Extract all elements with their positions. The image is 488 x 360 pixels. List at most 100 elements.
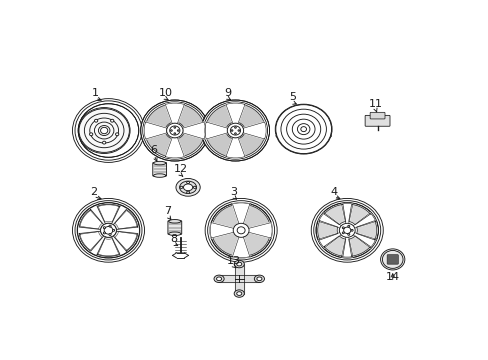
Text: 13: 13 [226,256,240,266]
Text: 3: 3 [229,186,237,197]
Polygon shape [234,104,265,131]
Ellipse shape [109,234,111,235]
Polygon shape [174,104,204,131]
Ellipse shape [101,127,107,134]
Ellipse shape [109,225,111,227]
Ellipse shape [141,100,208,161]
Ellipse shape [168,220,181,223]
Polygon shape [165,138,184,158]
Ellipse shape [110,119,114,122]
Text: 4: 4 [330,186,337,197]
Ellipse shape [216,277,221,281]
Ellipse shape [236,292,241,296]
Polygon shape [115,211,137,229]
Ellipse shape [169,126,180,135]
Ellipse shape [237,227,244,234]
FancyBboxPatch shape [167,221,182,234]
Text: 5: 5 [288,92,295,102]
Polygon shape [238,204,270,232]
Ellipse shape [186,181,189,184]
Text: 6: 6 [150,145,157,155]
Ellipse shape [201,100,269,161]
Polygon shape [234,130,265,157]
Ellipse shape [234,133,236,134]
Polygon shape [348,236,369,256]
Text: 8: 8 [170,234,177,244]
Ellipse shape [179,181,196,194]
Polygon shape [97,204,120,224]
Ellipse shape [350,229,352,231]
Ellipse shape [177,130,179,131]
Polygon shape [225,138,244,158]
Polygon shape [211,204,243,232]
Ellipse shape [236,262,241,266]
Polygon shape [317,221,337,240]
Ellipse shape [238,130,239,131]
Ellipse shape [343,227,350,234]
Polygon shape [234,264,244,279]
Polygon shape [238,228,270,256]
Ellipse shape [234,260,244,268]
Ellipse shape [233,223,248,237]
Polygon shape [144,122,167,139]
Text: 10: 10 [158,88,172,98]
Ellipse shape [234,290,244,297]
Polygon shape [144,104,175,131]
Ellipse shape [103,232,105,234]
Ellipse shape [230,126,240,135]
Polygon shape [165,103,184,123]
Polygon shape [225,103,244,123]
Polygon shape [205,130,236,157]
Ellipse shape [180,186,183,188]
Ellipse shape [112,229,114,231]
Ellipse shape [339,223,354,237]
Ellipse shape [203,102,267,159]
Ellipse shape [316,203,377,258]
Ellipse shape [342,227,344,229]
Ellipse shape [347,234,349,235]
Polygon shape [98,205,119,222]
FancyBboxPatch shape [386,255,398,264]
Polygon shape [232,203,249,225]
Ellipse shape [256,277,262,281]
Ellipse shape [115,133,119,136]
Ellipse shape [78,203,139,258]
Polygon shape [246,223,271,238]
Text: 9: 9 [224,88,231,98]
Ellipse shape [193,186,196,188]
Ellipse shape [142,102,206,159]
Polygon shape [115,232,137,250]
FancyBboxPatch shape [365,116,389,126]
Ellipse shape [103,227,105,229]
Polygon shape [239,275,259,282]
Polygon shape [113,231,138,251]
Polygon shape [341,204,352,224]
Polygon shape [234,279,244,293]
Ellipse shape [174,127,175,128]
Ellipse shape [89,133,93,136]
Polygon shape [318,213,341,228]
Text: 2: 2 [90,186,97,197]
Ellipse shape [231,130,232,131]
Text: 11: 11 [368,99,382,109]
Polygon shape [205,104,236,131]
FancyBboxPatch shape [369,112,384,119]
Ellipse shape [170,130,172,131]
Polygon shape [356,221,376,240]
Polygon shape [113,210,138,229]
Polygon shape [324,204,345,225]
Polygon shape [182,122,205,139]
Ellipse shape [183,184,192,191]
Ellipse shape [168,232,181,235]
Polygon shape [219,275,239,282]
Polygon shape [174,130,204,157]
Text: 1: 1 [92,88,99,98]
Polygon shape [352,213,375,228]
Ellipse shape [214,275,224,283]
Polygon shape [98,239,119,256]
Polygon shape [318,233,341,248]
Text: 14: 14 [385,273,399,283]
Polygon shape [204,122,227,139]
Polygon shape [232,235,249,258]
Polygon shape [211,228,243,256]
